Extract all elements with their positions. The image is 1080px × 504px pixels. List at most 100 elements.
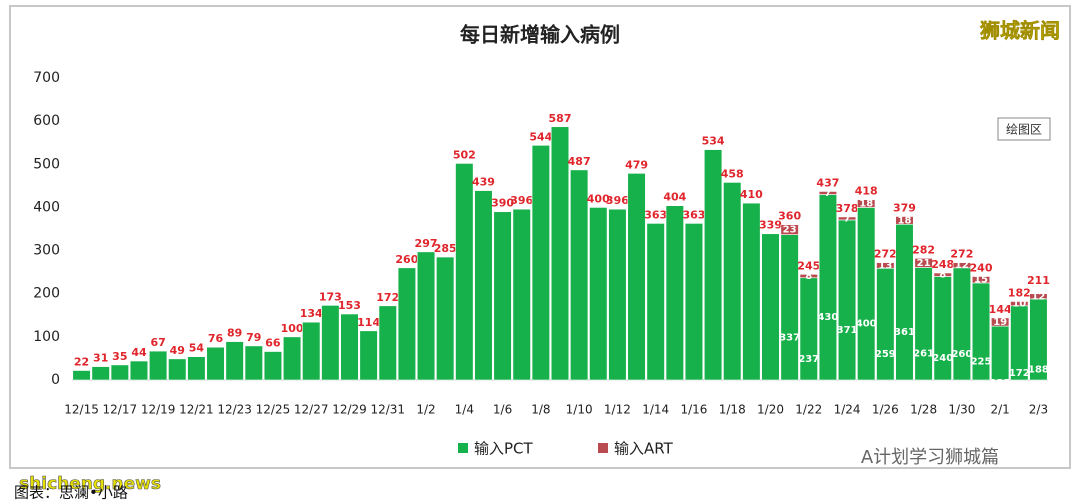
total-label: 363 — [644, 208, 667, 221]
x-tick-label: 1/18 — [719, 403, 746, 417]
bar-label: 237 — [798, 354, 819, 365]
x-tick-label: 1/26 — [872, 403, 899, 417]
total-label: 22 — [74, 356, 89, 369]
bar-label: 12 — [1031, 291, 1045, 302]
bar-segment — [91, 366, 110, 381]
y-tick-label: 300 — [33, 243, 60, 259]
bar-segment — [110, 364, 129, 381]
total-label: 44 — [131, 346, 147, 359]
x-tick-label: 1/6 — [493, 403, 512, 417]
total-label: 76 — [208, 332, 224, 345]
x-tick-label: 1/14 — [642, 403, 669, 417]
total-label: 182 — [1008, 286, 1031, 299]
total-label: 396 — [510, 194, 533, 207]
site: shicheng.news — [19, 474, 161, 494]
total-label: 487 — [568, 155, 591, 168]
total-label: 439 — [472, 176, 495, 189]
bar-segment — [244, 345, 263, 381]
bar-label: 13 — [878, 260, 892, 271]
y-tick-label: 400 — [33, 199, 60, 215]
total-label: 79 — [246, 331, 261, 344]
x-tick-label: 2/1 — [991, 403, 1010, 417]
bar-label: 125 — [990, 378, 1011, 389]
total-label: 363 — [682, 208, 705, 221]
total-label: 67 — [150, 336, 165, 349]
bar-segment — [933, 272, 952, 277]
bar-label: 430 — [817, 312, 838, 323]
total-label: 587 — [549, 112, 572, 125]
total-label: 396 — [606, 194, 629, 207]
x-tick-label: 1/28 — [910, 403, 937, 417]
bar-label: 18 — [859, 199, 873, 210]
bar-label: 10 — [1012, 299, 1026, 310]
tooltip: 绘图区 — [1006, 122, 1042, 137]
bar-segment — [493, 211, 512, 381]
x-tick-label: 2/3 — [1029, 403, 1048, 417]
legend-swatch — [598, 443, 608, 453]
total-label: 534 — [702, 135, 725, 148]
watermark: A计划学习狮城篇 — [861, 447, 999, 468]
bar-segment — [895, 216, 914, 225]
bar-segment — [761, 233, 780, 381]
bar-segment — [570, 169, 589, 381]
bar-segment — [895, 223, 914, 381]
bar-segment — [187, 356, 206, 381]
bar-segment — [703, 149, 723, 381]
bar-label: 361 — [894, 327, 915, 338]
bar-segment — [397, 267, 417, 381]
bar-segment — [646, 223, 665, 381]
bar-segment — [263, 351, 283, 381]
bar-label: 21 — [917, 258, 931, 269]
total-label: 404 — [663, 191, 686, 204]
x-tick-label: 1/20 — [757, 403, 784, 417]
bar-segment — [876, 267, 895, 381]
bar-segment — [723, 182, 742, 381]
bar-segment — [416, 251, 436, 381]
bar-segment — [149, 350, 168, 381]
total-label: 544 — [529, 130, 552, 143]
x-tick-label: 1/4 — [455, 403, 474, 417]
total-label: 297 — [415, 237, 438, 250]
bar-label: 8 — [939, 270, 946, 281]
total-label: 245 — [797, 259, 820, 272]
bar-segment — [933, 276, 952, 381]
bar-label: 23 — [783, 225, 797, 236]
bar-segment — [1010, 301, 1029, 307]
x-tick-label: 1/30 — [948, 403, 975, 417]
y-tick-label: 0 — [51, 372, 60, 388]
bar-segment — [857, 207, 876, 381]
bar-segment — [321, 305, 340, 381]
bar-label: 18 — [898, 215, 912, 226]
bar-segment — [876, 262, 895, 269]
x-tick-label: 12/15 — [64, 403, 99, 417]
bar-segment — [971, 276, 991, 284]
total-label: 211 — [1027, 274, 1050, 287]
bar-segment — [914, 258, 933, 268]
bar-segment — [302, 321, 321, 381]
bar-segment — [512, 208, 531, 381]
bar-segment — [684, 223, 704, 381]
x-tick-label: 12/17 — [103, 403, 138, 417]
bar-segment — [206, 346, 225, 381]
bar-segment — [72, 370, 91, 381]
total-label: 379 — [893, 201, 916, 214]
total-label: 114 — [357, 316, 380, 329]
bar-label: 19 — [993, 317, 1007, 328]
bar-segment — [455, 163, 474, 381]
total-label: 173 — [319, 290, 342, 303]
bar-segment — [780, 224, 799, 235]
total-label: 31 — [93, 352, 108, 365]
x-tick-label: 1/16 — [680, 403, 707, 417]
total-label: 410 — [740, 188, 763, 201]
bar-label: 12 — [955, 260, 969, 271]
total-label: 418 — [855, 185, 878, 198]
bar-label: 371 — [837, 325, 858, 336]
total-label: 360 — [778, 210, 801, 223]
y-tick-label: 100 — [33, 329, 60, 345]
x-tick-label: 12/29 — [332, 403, 367, 417]
x-tick-label: 1/8 — [531, 403, 550, 417]
bar-label: 400 — [856, 319, 877, 330]
bar-segment — [378, 305, 397, 381]
x-tick-label: 1/24 — [834, 403, 861, 417]
bar-segment — [952, 262, 971, 269]
